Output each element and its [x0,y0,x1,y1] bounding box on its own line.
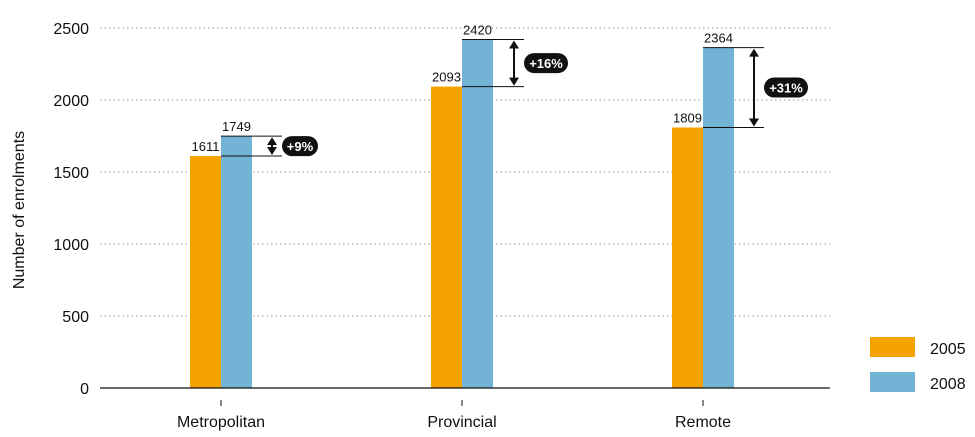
y-tick-label: 1500 [53,165,89,182]
y-tick-label: 0 [80,381,89,398]
change-annotations: +9% +16% +31% [221,39,808,157]
data-label: 2420 [463,23,492,38]
x-tick-label: Remote [675,414,731,431]
y-tick-label: 1000 [53,237,89,254]
legend-label: 2008 [930,376,966,393]
bar-2005-remote [672,127,703,388]
y-tick-label: 500 [62,309,89,326]
arrow-head-up [749,48,759,57]
data-label: 2364 [704,31,733,46]
data-label: 1809 [673,111,702,126]
x-tick-label: Metropolitan [177,414,265,431]
arrow-head-up [267,137,277,146]
arrow-head-up [509,40,519,49]
arrow-head-down [267,147,277,156]
data-label: 2093 [432,70,461,85]
y-axis-title: Number of enrolments [11,131,28,289]
y-axis-ticks: 0 500 1000 1500 2000 2500 [53,21,89,398]
bars: 1611 2093 1809 1749 2420 2364 [190,23,734,389]
bar-2005-metropolitan [190,156,221,388]
legend: 2005 2008 [870,337,966,393]
change-badge-label: +31% [769,81,803,96]
y-tick-label: 2500 [53,21,89,38]
bar-2008-remote [703,47,734,389]
bar-2008-provincial [462,39,493,389]
legend-label: 2005 [930,341,966,358]
change-badge [764,77,808,98]
x-tick-label: Provincial [427,414,496,431]
bar-2008-metropolitan [221,136,252,388]
x-axis-ticks: Metropolitan Provincial Remote [177,400,731,431]
change-badge-label: +16% [529,56,563,71]
data-label: 1611 [192,139,220,154]
change-badge-label: +9% [287,139,314,154]
arrow-head-down [749,118,759,127]
data-label: 1749 [222,119,251,134]
legend-swatch-2005 [870,337,915,357]
y-tick-label: 2000 [53,93,89,110]
bar-2005-provincial [431,86,462,388]
change-badge [282,136,318,157]
legend-swatch-2008 [870,372,915,392]
arrow-head-down [509,77,519,86]
change-badge [524,53,568,74]
